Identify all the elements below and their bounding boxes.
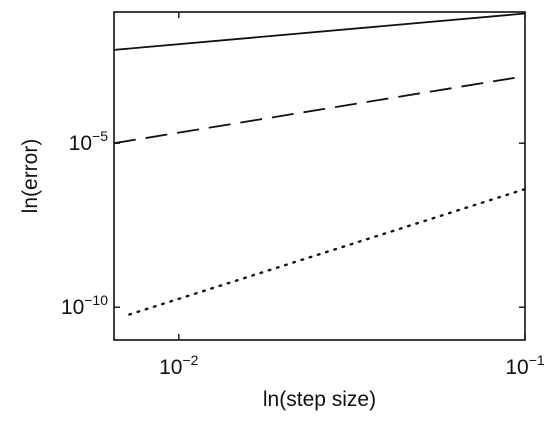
tick-layer: 10−2 10−1 10−5 10−10	[61, 12, 545, 379]
y-axis-title: ln(error)	[19, 139, 42, 214]
series-line-dotted	[128, 187, 527, 316]
x-tick-label: 10−1	[505, 352, 545, 379]
x-tick-label: 10−2	[159, 352, 199, 379]
x-axis-title: ln(step size)	[263, 388, 376, 411]
y-tick-label: 10−10	[61, 292, 108, 319]
series-layer	[113, 12, 527, 316]
plot-frame	[113, 11, 526, 341]
series-line-dashed	[113, 75, 526, 145]
y-tick-label: 10−5	[69, 128, 109, 155]
series-line-solid	[113, 12, 526, 51]
